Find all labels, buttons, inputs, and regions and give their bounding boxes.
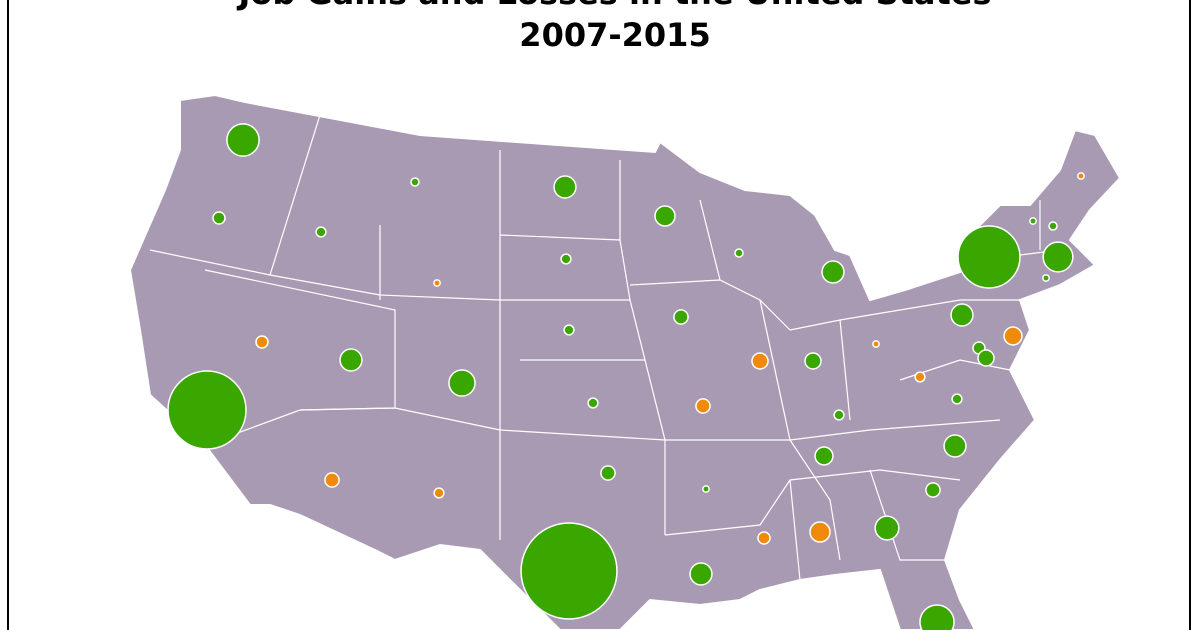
- job-change-bubble: [977, 349, 995, 367]
- job-change-bubble: [563, 324, 575, 336]
- job-change-bubble: [695, 398, 711, 414]
- map-title: Job Gains and Losses in the United State…: [236, 0, 991, 12]
- job-change-bubble: [226, 123, 260, 157]
- job-change-bubble: [951, 393, 963, 405]
- map-subtitle: 2007-2015: [519, 16, 710, 54]
- job-change-bubble: [324, 472, 340, 488]
- job-change-bubble: [925, 482, 941, 498]
- job-change-bubble: [1042, 274, 1050, 282]
- job-change-bubble: [433, 487, 445, 499]
- job-change-bubble: [804, 352, 822, 370]
- job-change-bubble: [957, 225, 1021, 289]
- job-change-bubble: [315, 226, 327, 238]
- job-change-bubble: [814, 446, 834, 466]
- job-change-bubble: [1077, 172, 1085, 180]
- state-borders: [149, 114, 1061, 581]
- job-change-bubble: [950, 303, 974, 327]
- job-change-bubble: [167, 370, 247, 450]
- job-change-bubble: [448, 369, 476, 397]
- job-change-bubble: [821, 260, 845, 284]
- job-change-bubble: [1029, 217, 1037, 225]
- job-change-bubble: [212, 211, 226, 225]
- job-change-bubble: [872, 340, 880, 348]
- job-change-bubble: [673, 309, 689, 325]
- job-change-bubble: [919, 604, 955, 630]
- job-change-bubble: [943, 434, 967, 458]
- job-change-bubble: [553, 175, 577, 199]
- job-change-bubble: [689, 562, 713, 586]
- job-change-bubble: [757, 531, 771, 545]
- job-change-bubble: [734, 248, 744, 258]
- job-change-bubble: [339, 348, 363, 372]
- job-change-bubble: [600, 465, 616, 481]
- job-change-bubble: [751, 352, 769, 370]
- job-change-bubble: [433, 279, 441, 287]
- job-change-bubble: [833, 409, 845, 421]
- job-change-bubble: [1042, 241, 1074, 273]
- job-change-bubble: [1003, 326, 1023, 346]
- job-change-bubble: [654, 205, 676, 227]
- us-map: [128, 93, 1122, 630]
- job-change-bubble: [874, 515, 900, 541]
- job-change-bubble: [587, 397, 599, 409]
- job-change-bubble: [255, 335, 269, 349]
- us-outline: [128, 93, 1122, 630]
- markers-layer: [167, 123, 1085, 630]
- job-change-bubble: [914, 371, 926, 383]
- job-change-bubble: [560, 253, 572, 265]
- job-change-bubble: [809, 521, 831, 543]
- job-change-bubble: [702, 485, 710, 493]
- job-change-bubble: [520, 522, 618, 620]
- job-change-bubble: [1048, 221, 1058, 231]
- job-change-bubble: [410, 177, 420, 187]
